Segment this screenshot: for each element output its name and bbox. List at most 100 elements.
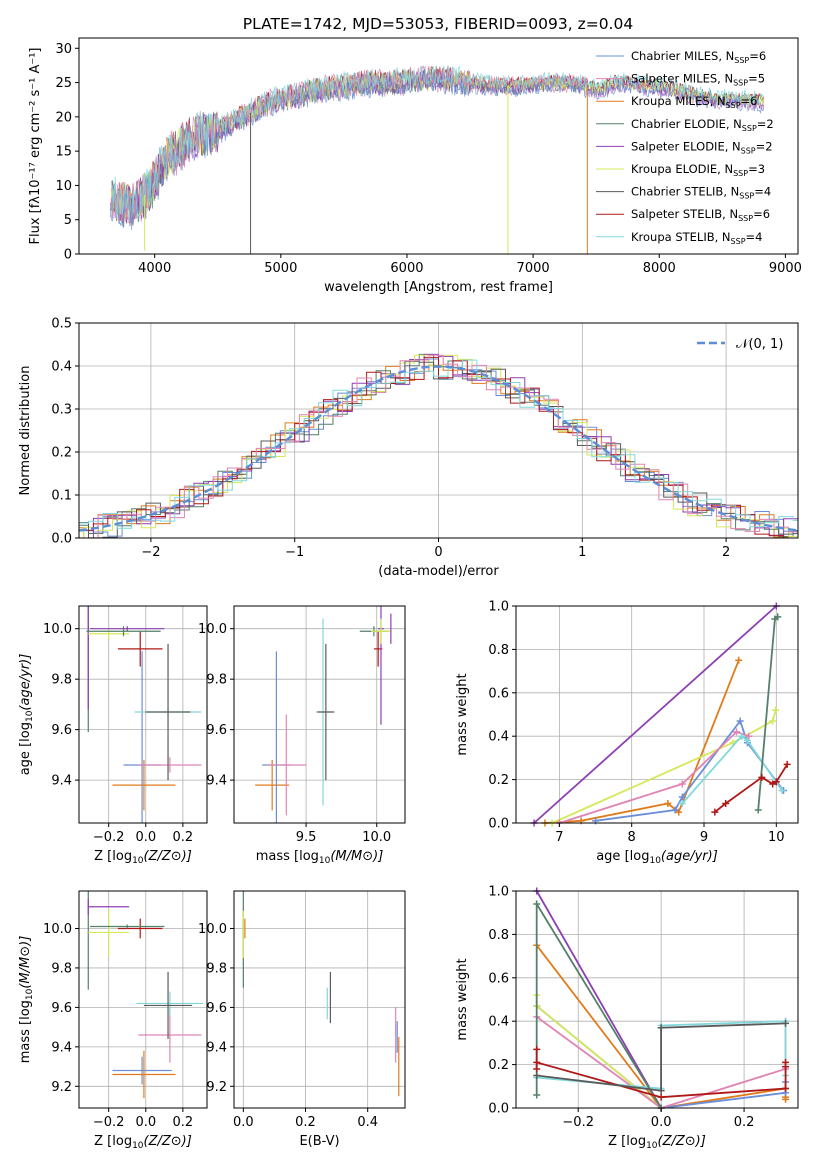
mass-weight-vs-age-panel: 7 8 9 10 0.0 0.2 0.4 0.6 0.8 1.0 age [log10(age/yr… [455,600,799,866]
mass-weight-marker [711,808,719,816]
mass-weight-marker [657,1087,665,1095]
y-axis-label: Flux [fλ10⁻¹⁷ erg cm⁻² s⁻¹ A⁻¹] [28,48,43,245]
y-tick-label: 10.0 [198,922,227,937]
x-tick-label: 9.5 [296,830,317,845]
mass-weight-marker [671,806,679,814]
x-tick-label: 0.2 [173,1115,194,1130]
mass-vs-EBV-panel: 0.0 0.2 0.4 9.2 9.4 9.6 9.8 10.0 E(B-V) [198,890,406,1149]
mass-weight-marker [782,1019,790,1027]
y-axis-label: mass weight [455,958,470,1040]
x-tick-label: 4000 [138,261,171,276]
age-vs-mass-plot-area [255,606,392,823]
mass-weight-marker [754,806,762,814]
legend-label: Kroupa STELIB, NSSP=4 [631,230,762,246]
y-tick-label: 9.4 [206,1040,227,1055]
x-tick-label: −1 [285,545,304,560]
x-axis-label: age [log10(age/yr)] [596,849,718,866]
mass-weight-marker [733,728,741,736]
y-tick-label: 9.6 [206,1001,227,1016]
mass-weight-line [536,1022,786,1092]
x-tick-label: 5000 [264,261,297,276]
y-tick-label: 9.6 [51,1001,72,1016]
mass-weight-marker [778,786,786,794]
y-tick-label: 10 [55,179,72,194]
mass-weight-marker [533,1071,541,1079]
mass-weight-line [681,734,783,805]
y-tick-label: 0.2 [51,446,72,461]
x-tick-label: 9000 [769,261,802,276]
y-tick-label: 0 [64,248,72,263]
mass-weight-marker [533,1045,541,1053]
y-tick-label: 9.2 [206,1080,227,1095]
legend-label: 𝒩(0, 1) [736,337,783,352]
chart-title: PLATE=1742, MJD=53053, FIBERID=0093, z=0… [243,15,633,33]
mass-weight-marker [736,717,744,725]
age-vs-Z-plot-area [86,606,202,823]
mass-weight-marker [722,799,730,807]
y-tick-label: 30 [55,42,72,57]
mass-weight-marker [774,613,782,621]
mass-weight-line [559,730,750,824]
y-tick-label: 0.0 [488,1102,509,1117]
y-axis-label: mass [log10(M/M⊙)] [18,936,35,1064]
mass-weight-marker [769,780,777,788]
mass-weight-marker [657,1093,665,1101]
y-tick-label: 1.0 [488,600,509,615]
legend-label: Chabrier ELODIE, NSSP=2 [631,117,774,133]
mass-weight-marker [678,799,686,807]
x-tick-label: 0 [434,545,442,560]
x-axis-label: E(B-V) [299,1134,339,1149]
mass-weight-marker [735,656,743,664]
residuals-legend: 𝒩(0, 1) [697,337,783,352]
mass-weight-vs-Z-plot-area [533,887,790,1112]
mass-weight-marker [769,717,777,725]
y-tick-label: 20 [55,110,72,125]
y-tick-label: 0.2 [488,1058,509,1073]
mass-weight-line [551,709,777,824]
y-axis-label: Normed distribution [18,366,33,496]
y-tick-label: 0.4 [51,360,72,375]
x-tick-label: 0.0 [135,1115,156,1130]
y-tick-label: 1.0 [488,885,509,900]
x-tick-label: 0.4 [357,1115,378,1130]
normal-curve [79,365,798,532]
legend-label: Chabrier MILES, NSSP=6 [631,49,766,65]
y-tick-label: 0.6 [488,971,509,986]
mass-weight-marker [782,1084,790,1092]
x-tick-label: −0.2 [93,830,125,845]
x-tick-label: 6000 [390,261,423,276]
y-tick-label: 0.5 [51,317,72,332]
residuals-plot-area [79,353,798,538]
y-tick-label: 0.6 [488,686,509,701]
mass-weight-marker [533,1065,541,1073]
mass-weight-marker [772,706,780,714]
y-tick-label: 10.0 [43,622,72,637]
mass-vs-Z-plot-area [87,891,204,1099]
spectrum-plot-area [110,65,765,254]
spectrum-series-line [110,72,765,231]
x-tick-label: 0.2 [734,1115,755,1130]
y-tick-label: 9.4 [51,774,72,789]
mass-weight-marker [782,1058,790,1066]
x-axis-label: Z [log10(Z/Z⊙)] [94,1134,192,1151]
mass-weight-marker [664,799,672,807]
y-axis-label: mass weight [455,673,470,755]
mass-weight-line [535,890,662,1109]
y-tick-label: 9.6 [51,723,72,738]
residual-histogram [79,359,798,529]
mass-weight-line [533,605,777,824]
mass-weight-marker [678,780,686,788]
y-tick-label: 9.8 [51,961,72,976]
x-axis-label: (data-model)/error [378,564,499,579]
age-vs-Z-panel: −0.2 0.0 0.2 9.4 9.6 9.8 10.0 Z [log10(Z/Z⊙)] ag… [18,605,208,866]
y-tick-label: 15 [55,145,72,160]
y-tick-label: 0.2 [488,773,509,788]
x-axis-label: wavelength [Angstrom, rest frame] [324,280,553,295]
y-tick-label: 0.4 [488,730,509,745]
mass-weight-marker [533,1058,541,1066]
mass-vs-Z-panel: −0.2 0.0 0.2 9.2 9.4 9.6 9.8 10.0 Z [log10(Z/Z⊙)… [18,890,208,1151]
y-tick-label: 0.3 [51,403,72,418]
mass-weight-marker [783,760,791,768]
y-tick-label: 5 [64,213,72,228]
